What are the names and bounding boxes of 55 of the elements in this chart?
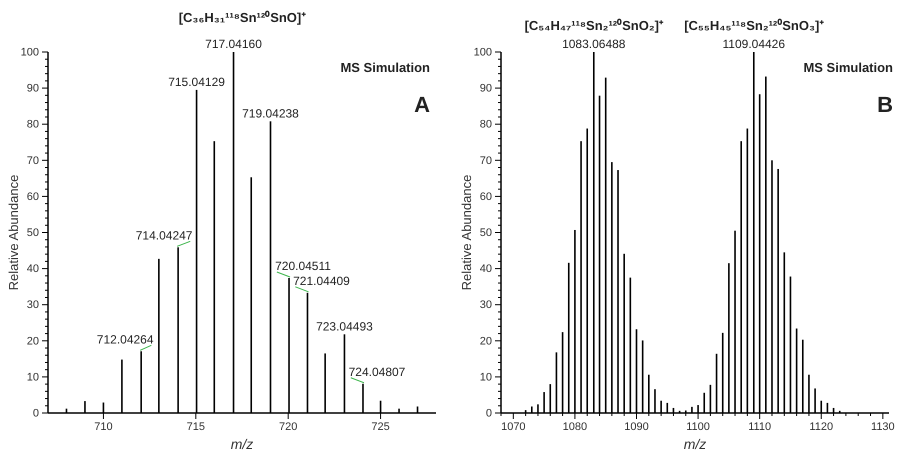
annotation: A: [414, 92, 430, 117]
y-tick-label: 100: [20, 46, 39, 59]
y-tick-label: 0: [32, 408, 39, 420]
x-tick-label: 1090: [624, 420, 649, 433]
x-tick-label: 1070: [501, 420, 526, 433]
y-tick-label: 70: [26, 154, 39, 167]
x-tick-label: 1120: [809, 420, 834, 433]
y-tick-label: 30: [480, 299, 492, 312]
x-tick-label: 1080: [562, 420, 588, 433]
x-tick-label: 1110: [748, 420, 772, 433]
annotation: 724.04807: [348, 364, 406, 379]
x-tick-label: 720: [279, 420, 298, 433]
annotation: MS Simulation: [803, 60, 894, 75]
annotation: 717.04160: [205, 37, 262, 51]
x-tick-label: 710: [94, 420, 113, 433]
y-axis-title: Relative Abundance: [6, 174, 21, 290]
x-axis-title: m/z: [684, 436, 706, 452]
x-tick-label: 725: [371, 420, 390, 433]
y-tick-label: 80: [480, 118, 492, 131]
y-tick-label: 100: [474, 46, 492, 59]
y-axis-title: Relative Abundance: [459, 174, 474, 290]
y-tick-label: 0: [486, 408, 492, 420]
annotation: 714.04247: [136, 228, 193, 242]
annotation: 721.04409: [293, 274, 350, 288]
y-tick-label: 90: [480, 82, 492, 95]
x-axis-title: m/z: [230, 436, 254, 452]
y-tick-label: 10: [480, 371, 492, 384]
annotation: 1109.04426: [722, 37, 786, 51]
y-tick-label: 20: [26, 335, 39, 348]
y-tick-label: 50: [26, 227, 39, 240]
y-tick-label: 60: [26, 190, 39, 203]
annotation: 723.04493: [316, 319, 374, 334]
y-tick-label: 40: [480, 263, 492, 276]
y-tick-label: 50: [480, 227, 492, 240]
annotation: [C₅₅H₄₅¹¹⁸Sn₂¹²⁰SnO₃]⁺: [684, 18, 824, 33]
annotation: 1083.06488: [562, 37, 626, 51]
annotation: 719.04238: [242, 106, 300, 120]
x-tick-label: 1130: [871, 420, 895, 433]
x-tick-label: 715: [186, 420, 205, 433]
y-tick-label: 70: [480, 154, 492, 167]
annotation: MS Simulation: [340, 60, 430, 75]
y-tick-label: 80: [26, 118, 39, 131]
annotation: B: [877, 92, 893, 117]
x-tick-label: 1100: [686, 420, 710, 433]
y-tick-label: 40: [26, 263, 39, 276]
annotation: 720.04511: [275, 258, 332, 273]
y-tick-label: 60: [480, 190, 492, 203]
y-tick-label: 30: [26, 299, 39, 312]
y-tick-label: 20: [480, 335, 492, 348]
y-tick-label: 90: [26, 82, 39, 95]
chart-title: [C₃₆H₃₁¹¹⁸Sn¹²⁰SnO]⁺: [178, 10, 306, 25]
annotation: 712.04264: [96, 332, 154, 346]
y-tick-label: 10: [26, 371, 39, 384]
annotation: [C₅₄H₄₇¹¹⁸Sn₂¹²⁰SnO₂]⁺: [524, 18, 664, 33]
annotation: 715.04129: [168, 74, 226, 89]
